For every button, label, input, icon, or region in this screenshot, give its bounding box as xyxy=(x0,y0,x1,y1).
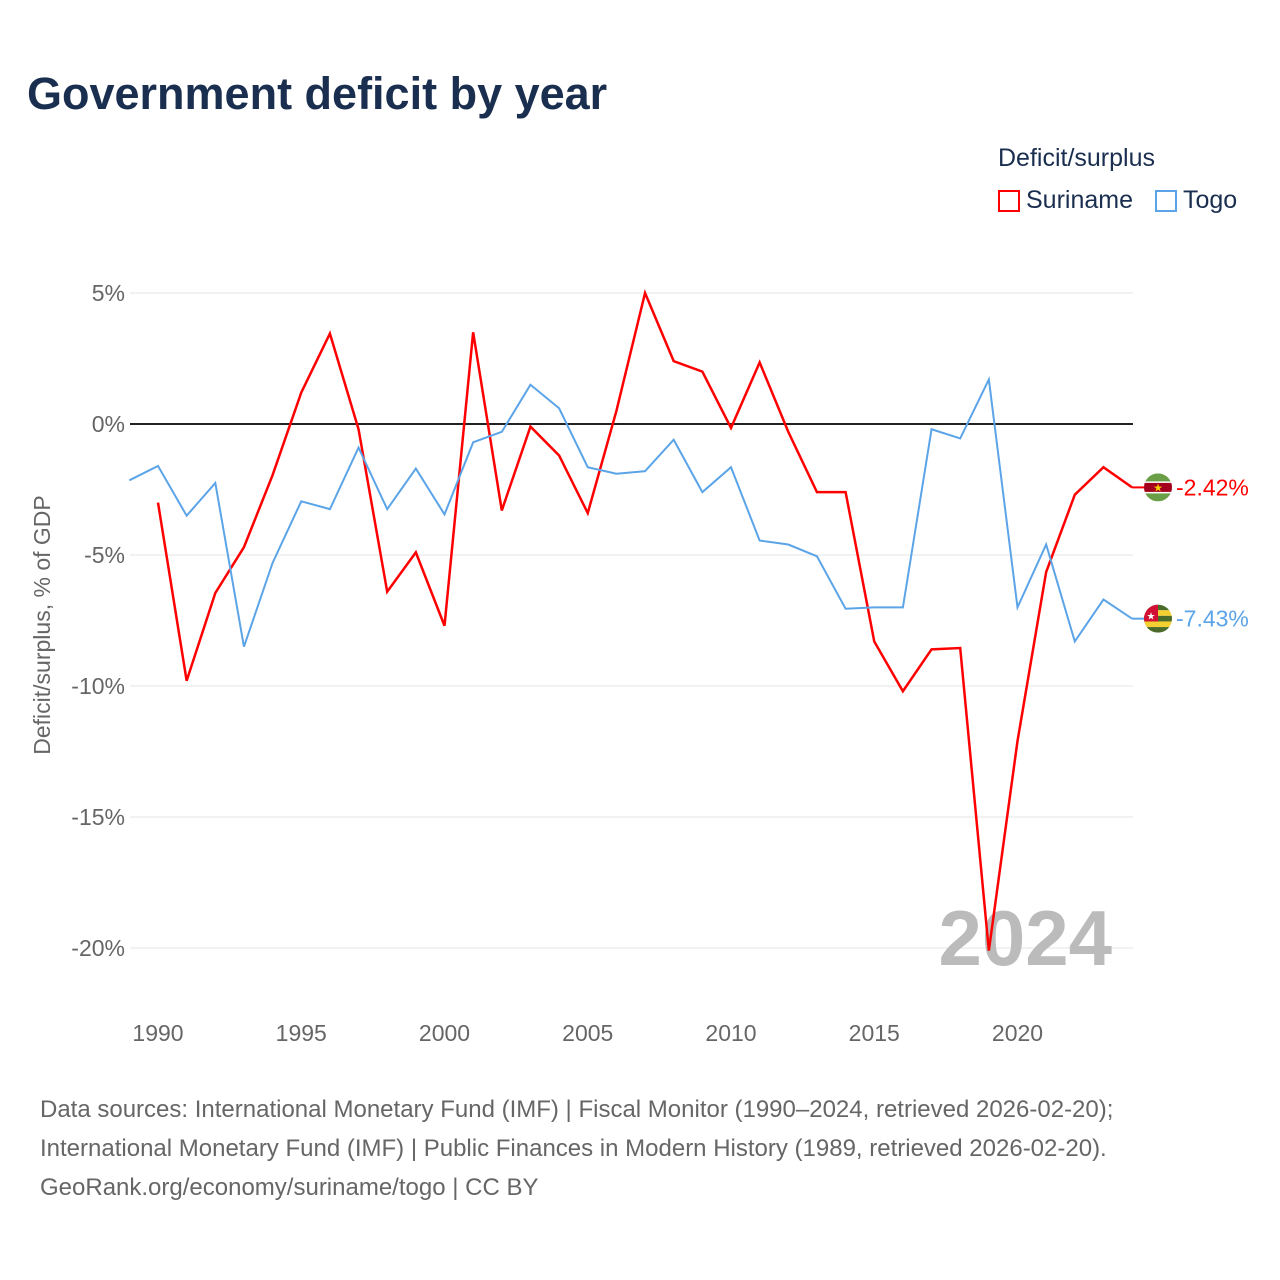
x-tick-label: 2020 xyxy=(992,1020,1043,1046)
x-tick-label: 2015 xyxy=(849,1020,900,1046)
end-value-label: -7.43% xyxy=(1176,606,1249,632)
year-watermark: 2024 xyxy=(938,894,1112,982)
x-tick-label: 2000 xyxy=(419,1020,470,1046)
legend-label: Suriname xyxy=(1026,186,1133,214)
y-tick-label: 5% xyxy=(92,280,125,306)
x-tick-label: 1990 xyxy=(132,1020,183,1046)
svg-text:★: ★ xyxy=(1153,482,1163,494)
source-line: International Monetary Fund (IMF) | Publ… xyxy=(40,1135,1107,1162)
legend-swatch xyxy=(998,189,1020,212)
x-tick-label: 1995 xyxy=(276,1020,327,1046)
suriname-flag-icon: ★ xyxy=(1144,473,1172,502)
y-axis-label: Deficit/surplus, % of GDP xyxy=(29,495,55,754)
x-tick-label: 2005 xyxy=(562,1020,613,1046)
legend-item-togo[interactable]: Togo xyxy=(1155,186,1237,215)
series-line-suriname xyxy=(156,289,1133,951)
legend-item-suriname[interactable]: Suriname xyxy=(998,186,1133,215)
y-tick-label: -5% xyxy=(84,542,125,568)
legend-swatch xyxy=(1155,189,1177,212)
legend-title: Deficit/surplus xyxy=(998,144,1155,172)
source-note: Data sources: International Monetary Fun… xyxy=(40,1090,1113,1207)
y-tick-label: -20% xyxy=(71,935,125,961)
y-tick-label: -10% xyxy=(71,673,125,699)
source-line: Data sources: International Monetary Fun… xyxy=(40,1096,1114,1123)
end-value-label: -2.42% xyxy=(1176,474,1249,500)
y-tick-label: -15% xyxy=(71,804,125,830)
source-link[interactable]: GeoRank.org/economy/suriname/togo | CC B… xyxy=(40,1174,539,1201)
togo-flag-icon: ★ xyxy=(1144,604,1172,633)
y-tick-label: 0% xyxy=(92,411,125,437)
x-tick-label: 2010 xyxy=(705,1020,756,1046)
legend-label: Togo xyxy=(1183,186,1238,214)
series-line-togo xyxy=(128,375,1133,648)
svg-text:★: ★ xyxy=(1147,612,1156,623)
page-title: Government deficit by year xyxy=(27,68,608,119)
